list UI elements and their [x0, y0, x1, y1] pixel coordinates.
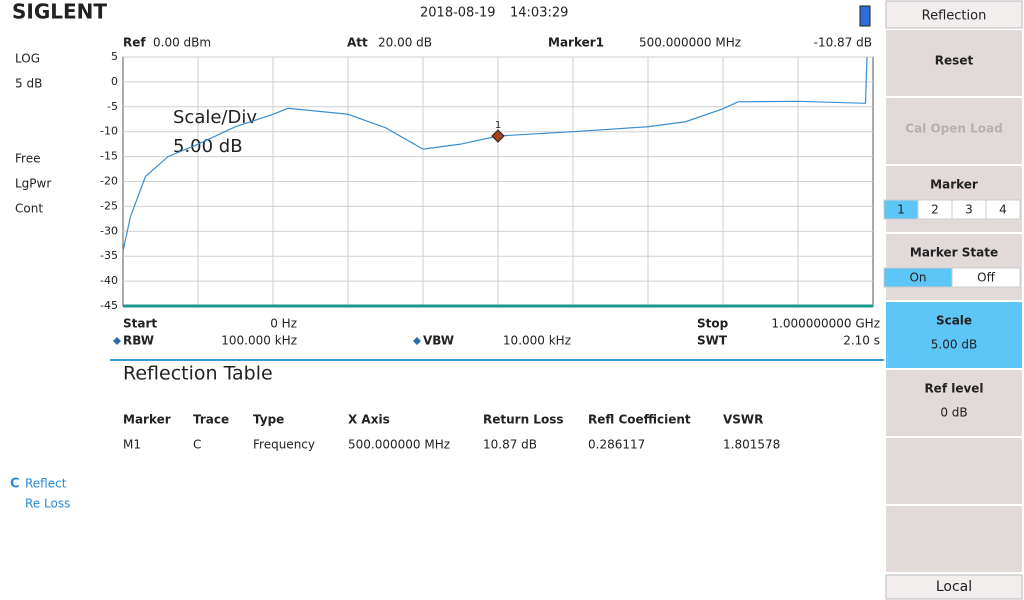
- softkey-label: Ref level: [924, 382, 983, 396]
- status-item: Cont: [15, 202, 43, 216]
- status-item: Free: [15, 152, 40, 166]
- softkey-option-label: Off: [977, 271, 995, 285]
- status-item: LgPwr: [15, 177, 51, 191]
- softkey[interactable]: [886, 370, 1022, 436]
- info-vbw-label: VBW: [423, 334, 454, 348]
- info-ref-label: Ref: [123, 36, 146, 50]
- annotation: Scale/Div: [173, 107, 257, 128]
- softkey-label: Cal Open Load: [905, 122, 1002, 136]
- softkey-label: Reset: [935, 54, 974, 68]
- softkey-option[interactable]: [985, 199, 1021, 220]
- y-tick-label: -25: [100, 199, 118, 212]
- info-start-value: 0 Hz: [270, 317, 297, 331]
- info-stop-value: 1.000000000 GHz: [771, 317, 880, 331]
- softkey-title: Reflection: [922, 9, 987, 24]
- softkey-title-bg: [885, 0, 1023, 29]
- softkey[interactable]: [886, 506, 1022, 572]
- y-tick-label: -15: [100, 150, 118, 163]
- softkey-footer[interactable]: [885, 574, 1023, 600]
- table-cell: 0.286117: [588, 438, 645, 452]
- info-vbw-value: 10.000 kHz: [503, 334, 571, 348]
- y-tick-label: -30: [100, 224, 118, 237]
- bw-icon: [113, 337, 121, 345]
- y-tick-label: -35: [100, 249, 118, 262]
- column-header: Marker: [123, 413, 171, 427]
- table-cell: M1: [123, 438, 141, 452]
- softkey-label: Scale: [936, 314, 972, 328]
- softkey-option-label: On: [909, 271, 926, 285]
- y-tick-label: -45: [100, 299, 118, 312]
- softkey[interactable]: [886, 166, 1022, 232]
- info-swt-label: SWT: [697, 334, 728, 348]
- softkey-label: Marker: [930, 178, 978, 192]
- annotation: 5.00 dB: [173, 136, 243, 157]
- status-item: 5 dB: [15, 77, 42, 91]
- y-tick-label: 0: [111, 75, 118, 88]
- softkey[interactable]: [886, 302, 1022, 368]
- trace-item: Reflect: [25, 477, 67, 491]
- time: 14:03:29: [510, 6, 568, 21]
- column-header: Return Loss: [483, 413, 563, 427]
- softkey-label: Marker State: [910, 246, 998, 260]
- brand: SIGLENT: [12, 0, 107, 24]
- info-swt-value: 2.10 s: [843, 334, 880, 348]
- info-marker-freq: 500.000000 MHz: [639, 36, 741, 50]
- softkey[interactable]: [886, 98, 1022, 164]
- info-start-label: Start: [123, 317, 157, 331]
- marker: [491, 129, 505, 143]
- trace-letter: C: [10, 477, 20, 492]
- column-header: VSWR: [723, 413, 763, 427]
- table-cell: 1.801578: [723, 438, 780, 452]
- softkey[interactable]: [886, 30, 1022, 96]
- table-title: Reflection Table: [123, 363, 273, 385]
- y-tick-label: -40: [100, 274, 118, 287]
- trace: [122, 56, 868, 252]
- column-header: Type: [253, 413, 284, 427]
- info-rbw-label: RBW: [123, 334, 154, 348]
- info-att-label: Att: [347, 36, 368, 50]
- column-header: Trace: [193, 413, 229, 427]
- info-ref-value: 0.00 dBm: [153, 36, 211, 50]
- softkey-value: 0 dB: [940, 406, 967, 420]
- softkey-option-label: 3: [965, 203, 973, 217]
- y-tick-label: -10: [100, 125, 118, 138]
- softkey[interactable]: [886, 438, 1022, 504]
- battery-icon: [859, 5, 871, 27]
- trace-item: Re Loss: [25, 497, 70, 511]
- softkey-value: 5.00 dB: [931, 338, 977, 352]
- table-cell: C: [193, 438, 201, 452]
- info-stop-label: Stop: [697, 317, 729, 331]
- table-cell: 500.000000 MHz: [348, 438, 450, 452]
- table-cell: Frequency: [253, 438, 315, 452]
- y-tick-label: -5: [107, 100, 118, 113]
- marker-label: 1: [495, 120, 501, 131]
- info-marker-label: Marker1: [548, 36, 604, 50]
- info-att-value: 20.00 dB: [378, 36, 432, 50]
- softkey-footer-label: Local: [936, 579, 972, 595]
- bw-icon: [413, 337, 421, 345]
- info-rbw-value: 100.000 kHz: [221, 334, 297, 348]
- table-cell: 10.87 dB: [483, 438, 537, 452]
- column-header: Refl Coefficient: [588, 413, 691, 427]
- status-item: LOG: [15, 52, 40, 66]
- softkey[interactable]: [886, 234, 1022, 300]
- column-header: X Axis: [348, 413, 390, 427]
- y-tick-label: -20: [100, 175, 118, 188]
- y-tick-label: 5: [111, 50, 118, 63]
- softkey-option-label: 2: [931, 203, 939, 217]
- info-marker-level: -10.87 dB: [814, 36, 872, 50]
- softkey-option[interactable]: [951, 267, 1021, 288]
- date: 2018-08-19: [420, 6, 496, 21]
- softkey-option-label: 1: [897, 203, 905, 217]
- softkey-option-label: 4: [999, 203, 1007, 217]
